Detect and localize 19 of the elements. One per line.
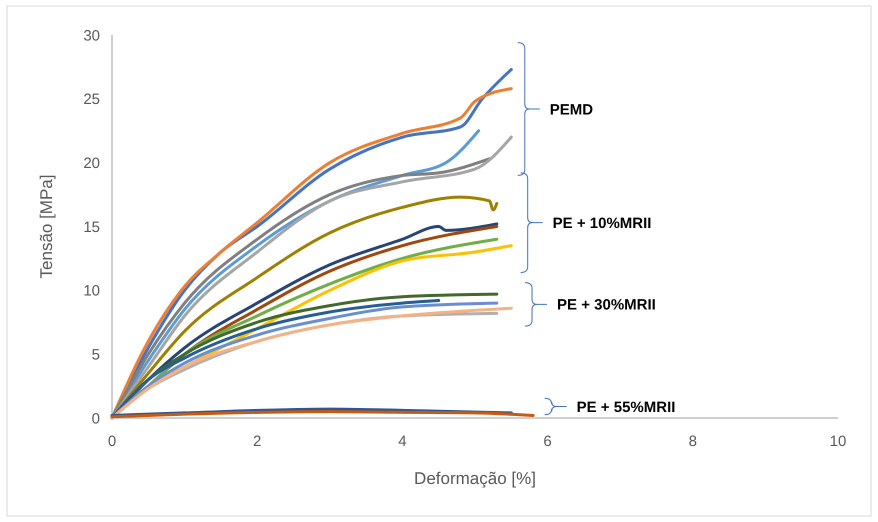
y-tick-label: 30 xyxy=(83,27,100,44)
x-tick-label: 4 xyxy=(398,433,407,450)
x-axis-title: Deformação [%] xyxy=(414,469,536,488)
y-tick-label: 15 xyxy=(83,218,100,236)
y-tick-label: 20 xyxy=(83,154,100,172)
y-tick-label: 25 xyxy=(83,91,100,108)
x-tick-label: 2 xyxy=(253,433,262,450)
annotation: PE + 10%MRII xyxy=(552,214,652,232)
x-tick-label: 8 xyxy=(688,433,697,450)
y-tick-label: 5 xyxy=(92,346,100,364)
y-tick-label: 10 xyxy=(83,282,100,300)
annotation: PEMD xyxy=(550,101,594,118)
annotation: PE + 55%MRII xyxy=(576,398,676,416)
annotation: PE + 30%MRII xyxy=(557,296,656,314)
x-tick-label: 0 xyxy=(108,433,116,450)
y-tick-label: 0 xyxy=(92,410,100,428)
x-tick-label: 6 xyxy=(543,433,552,450)
x-tick-label: 10 xyxy=(830,433,846,450)
y-axis-title: Tensão [MPa] xyxy=(37,174,56,278)
